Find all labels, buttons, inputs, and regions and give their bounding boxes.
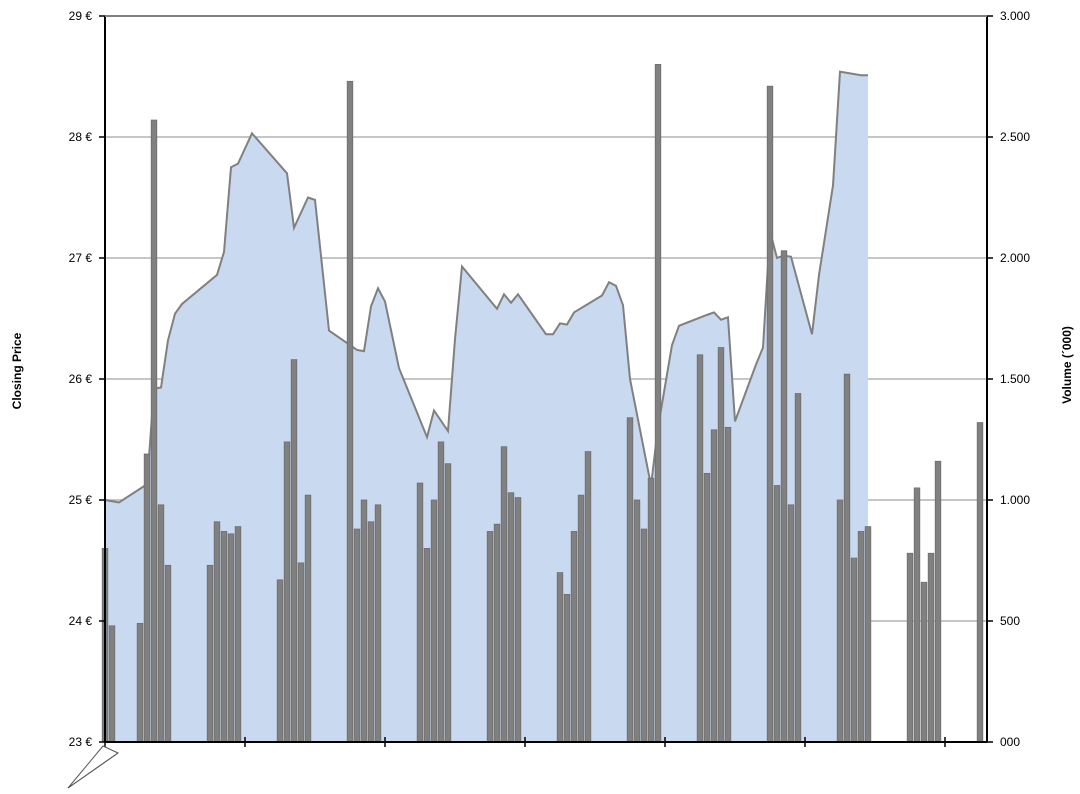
- volume-bar: [143, 453, 151, 743]
- left-axis-ticks: 23 € 24 € 25 € 26 € 27 € 28 € 29 €: [69, 9, 105, 749]
- volume-bar: [437, 441, 445, 743]
- volume-bar: [696, 354, 704, 743]
- right-tick-label: 2.000: [1000, 251, 1030, 265]
- volume-bar: [234, 526, 242, 743]
- volume-bar: [647, 477, 655, 743]
- right-tick-label: 1.000: [1000, 493, 1030, 507]
- volume-bar: [444, 463, 452, 743]
- volume-bar: [934, 460, 942, 743]
- volume-bar: [836, 499, 844, 743]
- volume-bar: [514, 497, 522, 743]
- volume-bar: [500, 446, 508, 743]
- left-tick-label: 23 €: [69, 735, 93, 749]
- volume-bar: [857, 531, 865, 743]
- volume-bar: [724, 426, 732, 743]
- volume-bar: [430, 499, 438, 743]
- left-tick-label: 28 €: [69, 130, 93, 144]
- volume-bar: [136, 623, 144, 743]
- volume-bar: [773, 485, 781, 743]
- left-axis-title: Closing Price: [10, 332, 24, 409]
- volume-bar: [367, 521, 375, 743]
- right-axis-title: Volume (´000): [1060, 326, 1074, 404]
- left-tick-label: 25 €: [69, 493, 93, 507]
- volume-bar: [297, 562, 305, 743]
- volume-bar: [374, 504, 382, 743]
- volume-bar: [906, 552, 914, 743]
- volume-bar: [780, 250, 788, 743]
- volume-bar: [164, 564, 172, 743]
- x-axis-ticks: [104, 737, 946, 747]
- right-axis-ticks: 000 500 1.000 1.500 2.000 2.500 3.000: [987, 9, 1030, 749]
- volume-bar: [864, 526, 872, 743]
- volume-bar: [157, 504, 165, 743]
- left-tick-label: 26 €: [69, 372, 93, 386]
- volume-bar: [710, 429, 718, 743]
- volume-bar: [913, 487, 921, 743]
- volume-bar: [563, 593, 571, 743]
- volume-bar: [220, 531, 228, 743]
- volume-bar: [584, 451, 592, 743]
- volume-bar: [640, 528, 648, 743]
- volume-bar: [493, 523, 501, 743]
- left-tick-label: 24 €: [69, 614, 93, 628]
- volume-bar: [850, 557, 858, 743]
- volume-bar: [360, 499, 368, 743]
- volume-bar: [654, 64, 662, 743]
- right-tick-label: 3.000: [1000, 9, 1030, 23]
- volume-bar: [927, 552, 935, 743]
- volume-bar: [416, 482, 424, 743]
- volume-bar: [276, 579, 284, 743]
- volume-bar: [577, 494, 585, 743]
- volume-bar: [486, 531, 494, 743]
- volume-bar: [353, 528, 361, 743]
- volume-bar: [283, 441, 291, 743]
- right-tick-label: 2.500: [1000, 130, 1030, 144]
- volume-bar: [213, 521, 221, 743]
- volume-bar: [304, 494, 312, 743]
- price-line: [104, 70, 868, 504]
- volume-bar: [206, 564, 214, 743]
- volume-bar: [976, 422, 984, 743]
- volume-bar: [556, 572, 564, 743]
- volume-bar: [794, 393, 802, 743]
- right-tick-label: 500: [1000, 614, 1020, 628]
- volume-bar: [150, 119, 158, 743]
- volume-bar: [290, 359, 298, 743]
- volume-bar: [703, 472, 711, 743]
- volume-bar: [346, 80, 354, 743]
- volume-bar: [633, 499, 641, 743]
- volume-bar: [843, 373, 851, 743]
- left-tick-label: 29 €: [69, 9, 93, 23]
- volume-bar: [626, 417, 634, 743]
- legend-key-placeholder: [67, 745, 119, 789]
- volume-bar: [766, 85, 774, 743]
- volume-bar: [227, 533, 235, 743]
- volume-bar: [787, 504, 795, 743]
- volume-bar: [507, 492, 515, 743]
- volume-bar: [717, 347, 725, 743]
- right-tick-label: 000: [1000, 735, 1020, 749]
- right-tick-label: 1.500: [1000, 372, 1030, 386]
- volume-bar: [570, 531, 578, 743]
- left-tick-label: 27 €: [69, 251, 93, 265]
- volume-bar: [920, 581, 928, 743]
- volume-bar: [423, 548, 431, 743]
- volume-bar: [108, 625, 116, 743]
